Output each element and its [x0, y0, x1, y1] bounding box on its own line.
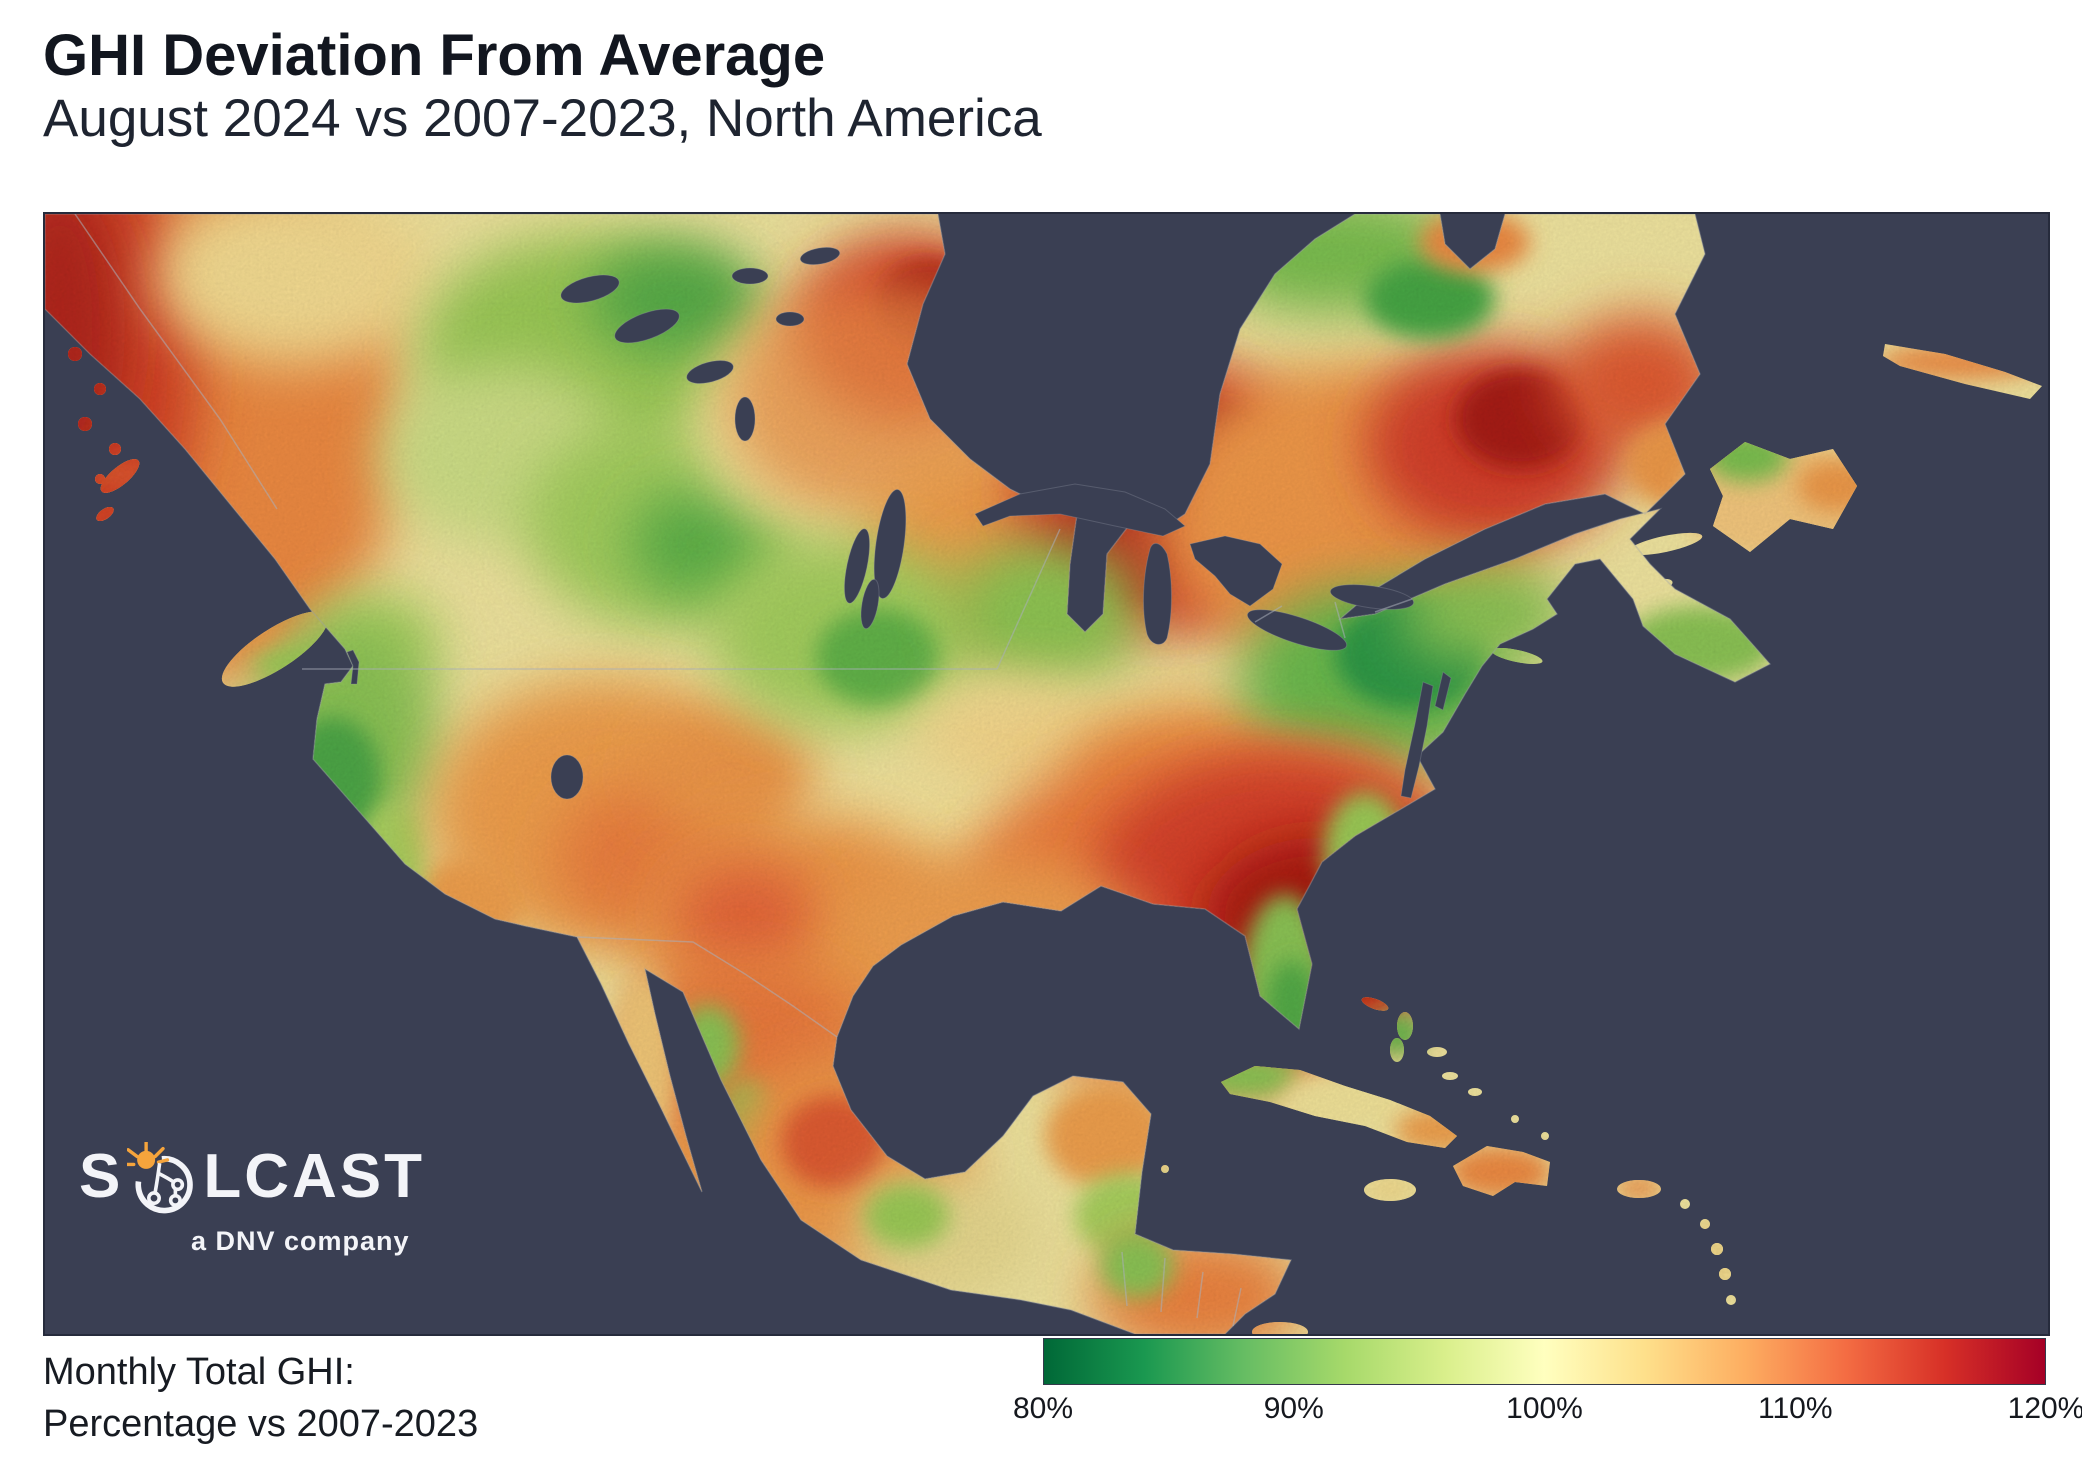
map-coastlines: [45, 214, 1772, 1334]
solcast-network-sun-icon: [127, 1142, 194, 1214]
legend-tick-label: 120%: [2007, 1392, 2082, 1425]
map-lakes: [346, 246, 1452, 800]
logo-letter-s: S: [79, 1142, 124, 1211]
solcast-wordmark: S LCA: [79, 1140, 425, 1214]
legend-tick-label: 90%: [1263, 1392, 1324, 1425]
logo-letters-lcast: LCAST: [203, 1142, 426, 1211]
legend-caption: Monthly Total GHI: Percentage vs 2007-20…: [43, 1346, 478, 1450]
legend-tick-label: 80%: [1012, 1392, 1074, 1425]
solcast-logo: S LCA: [79, 1140, 425, 1257]
legend-caption-line2: Percentage vs 2007-2023: [43, 1403, 479, 1445]
legend-tick-labels: 80% 90% 100% 110% 120%: [1013, 1392, 2082, 1432]
page-title: GHI Deviation From Average: [43, 23, 826, 88]
legend-caption-line1: Monthly Total GHI:: [43, 1351, 355, 1393]
legend-tick-label: 110%: [1757, 1392, 1833, 1425]
legend-colorbar: [1043, 1338, 2046, 1385]
page-subtitle: August 2024 vs 2007-2023, North America: [43, 89, 1042, 148]
legend-tick-label: 100%: [1506, 1392, 1583, 1425]
logo-tagline: a DNV company: [191, 1226, 410, 1256]
ghi-deviation-map: S LCA: [43, 212, 2050, 1336]
map-canvas: [45, 214, 2048, 1334]
map-country-borders: [74, 214, 1413, 1327]
